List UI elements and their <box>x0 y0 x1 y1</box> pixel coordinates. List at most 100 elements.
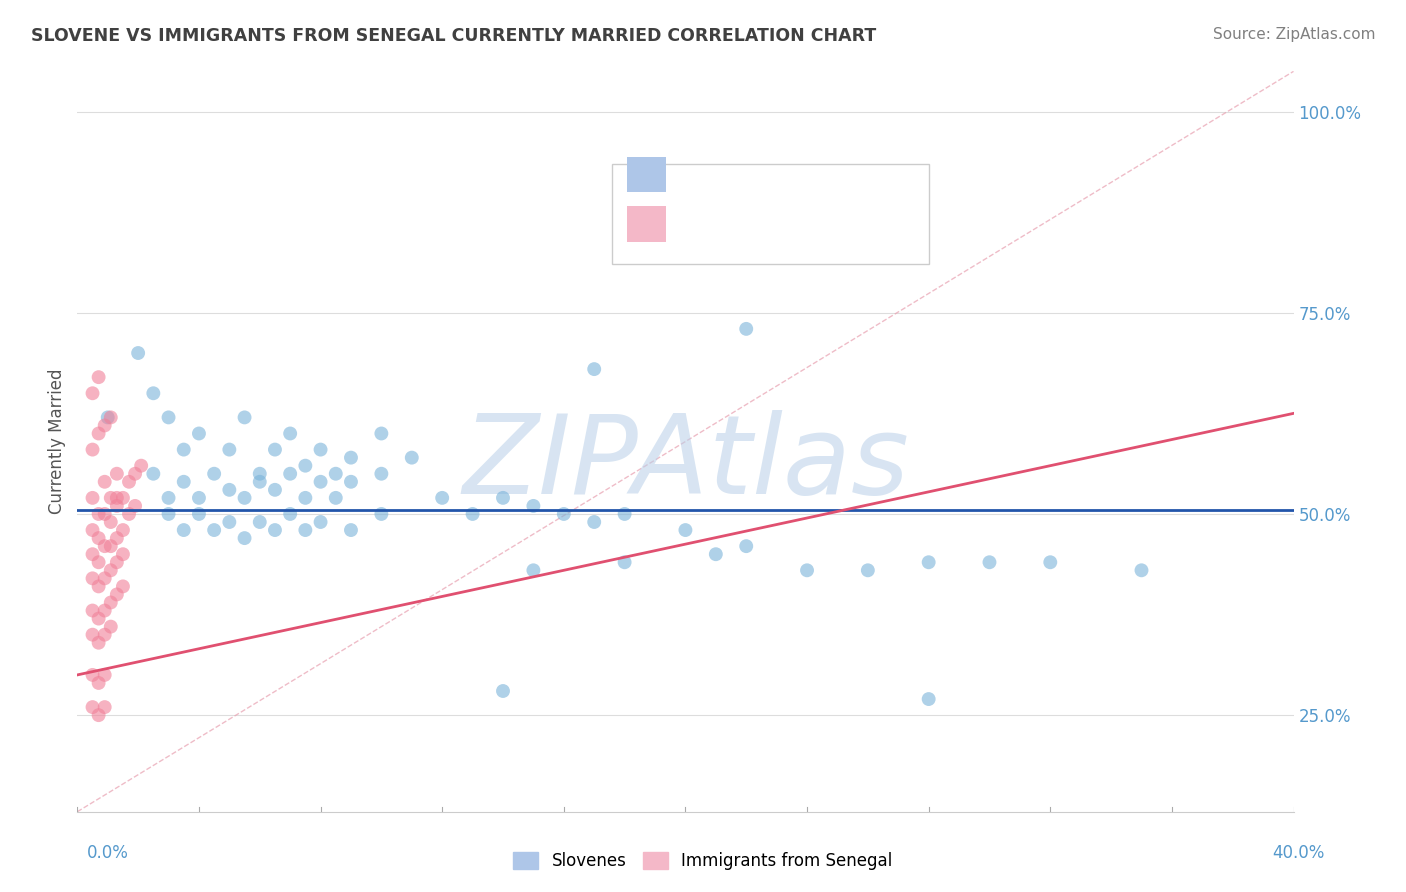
Point <box>325 491 347 505</box>
Point <box>461 507 484 521</box>
Point <box>118 475 141 489</box>
Point <box>100 491 122 505</box>
Point <box>87 370 110 384</box>
Point <box>87 555 110 569</box>
Point <box>82 603 104 617</box>
Point <box>278 426 301 441</box>
Point <box>82 442 104 457</box>
Point <box>87 426 110 441</box>
Point <box>111 547 134 561</box>
Point <box>87 579 110 593</box>
Point <box>249 515 271 529</box>
Point <box>93 628 115 642</box>
Point <box>218 442 240 457</box>
Point <box>93 571 115 585</box>
Point <box>583 362 606 376</box>
Point <box>856 563 879 577</box>
Point <box>188 491 211 505</box>
Point <box>796 563 818 577</box>
Point <box>370 426 392 441</box>
Point <box>93 539 115 553</box>
Point <box>218 483 240 497</box>
Point <box>218 515 240 529</box>
Text: ZIPAtlas: ZIPAtlas <box>463 410 908 517</box>
Point <box>264 442 287 457</box>
Point <box>87 507 110 521</box>
Point <box>613 507 636 521</box>
Point <box>93 475 115 489</box>
Point <box>100 515 122 529</box>
Point <box>309 442 332 457</box>
Point <box>100 595 122 609</box>
Point <box>188 507 211 521</box>
Point <box>202 467 225 481</box>
Point <box>87 531 110 545</box>
Point <box>87 636 110 650</box>
Point <box>93 603 115 617</box>
Point <box>100 563 122 577</box>
Point <box>233 531 256 545</box>
Point <box>613 555 636 569</box>
Legend: Slovenes, Immigrants from Senegal: Slovenes, Immigrants from Senegal <box>506 845 900 877</box>
Point <box>124 467 146 481</box>
Point <box>522 499 544 513</box>
Point <box>249 475 271 489</box>
Point <box>278 467 301 481</box>
Point <box>309 475 332 489</box>
Point <box>157 491 180 505</box>
Point <box>100 619 122 633</box>
Point <box>111 523 134 537</box>
Point <box>82 523 104 537</box>
FancyBboxPatch shape <box>627 156 666 192</box>
Point <box>82 700 104 714</box>
Point <box>82 668 104 682</box>
Point <box>704 547 727 561</box>
Point <box>1130 563 1153 577</box>
Point <box>370 507 392 521</box>
Point <box>105 587 128 601</box>
Point <box>294 523 316 537</box>
Point <box>979 555 1001 569</box>
Point <box>87 708 110 723</box>
Point <box>93 668 115 682</box>
Point <box>111 579 134 593</box>
Point <box>340 523 363 537</box>
Point <box>93 418 115 433</box>
Point <box>492 684 515 698</box>
FancyBboxPatch shape <box>627 206 666 242</box>
Point <box>142 467 165 481</box>
Point <box>325 467 347 481</box>
Point <box>249 467 271 481</box>
Text: R =  0.323  N = 51: R = 0.323 N = 51 <box>679 214 859 232</box>
Point <box>111 491 134 505</box>
Point <box>142 386 165 401</box>
Point <box>129 458 152 473</box>
Point <box>100 539 122 553</box>
Point <box>105 555 128 569</box>
Point <box>173 475 195 489</box>
Y-axis label: Currently Married: Currently Married <box>48 368 66 515</box>
Point <box>82 386 104 401</box>
Point <box>264 523 287 537</box>
Point <box>124 499 146 513</box>
Point <box>401 450 423 465</box>
Point <box>553 507 575 521</box>
Point <box>340 475 363 489</box>
Point <box>87 676 110 690</box>
Point <box>370 467 392 481</box>
Point <box>309 515 332 529</box>
Point <box>294 458 316 473</box>
Text: 40.0%: 40.0% <box>1272 844 1324 862</box>
Text: SLOVENE VS IMMIGRANTS FROM SENEGAL CURRENTLY MARRIED CORRELATION CHART: SLOVENE VS IMMIGRANTS FROM SENEGAL CURRE… <box>31 27 876 45</box>
FancyBboxPatch shape <box>613 164 929 264</box>
Point <box>522 563 544 577</box>
Point <box>918 555 941 569</box>
Point <box>157 410 180 425</box>
Point <box>97 410 120 425</box>
Point <box>233 491 256 505</box>
Point <box>105 531 128 545</box>
Point <box>87 611 110 625</box>
Point <box>202 523 225 537</box>
Point <box>173 523 195 537</box>
Point <box>173 442 195 457</box>
